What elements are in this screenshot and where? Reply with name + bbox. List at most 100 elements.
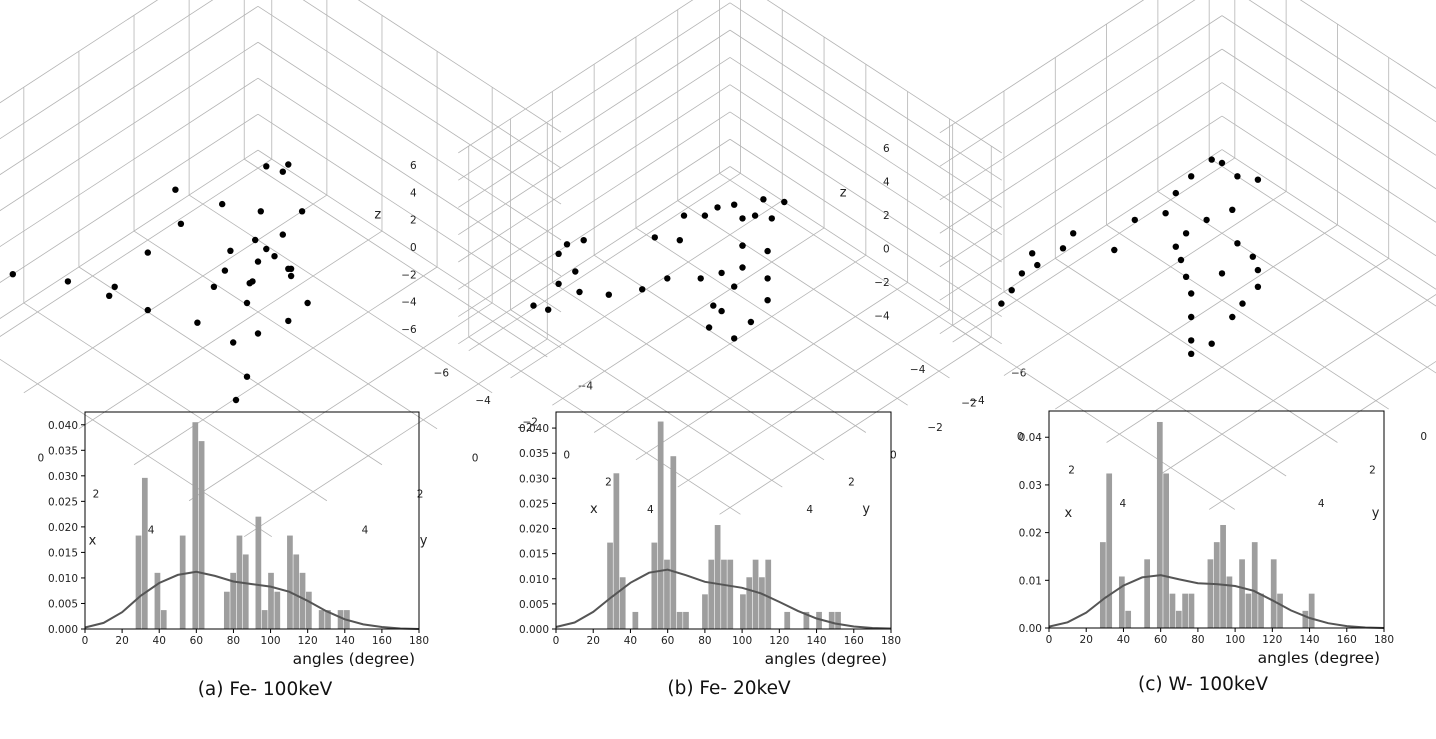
x-tick-label: 180 — [1374, 634, 1394, 646]
data-point — [530, 302, 537, 309]
x-tick-label: −2 — [517, 422, 532, 434]
grid-line — [1106, 224, 1389, 410]
data-point — [731, 283, 738, 290]
data-point — [246, 280, 253, 287]
x-tick-label: 120 — [1262, 634, 1282, 646]
hist-bar — [1106, 473, 1113, 628]
scatter3d-a: −4 −2 0 2 4 −4 −2 0 2 4 −4 −2 0 2 4 6 x y z — [0, 0, 593, 548]
data-point — [1218, 159, 1226, 167]
y-tick-label: 0 — [472, 453, 479, 465]
z-tick-label: 0 — [410, 242, 417, 254]
grid-line — [1003, 291, 1287, 477]
y-tick-label: 0.020 — [48, 522, 78, 534]
x-tick-label: 2 — [605, 477, 612, 489]
data-point — [111, 283, 118, 290]
z-tick-label: 4 — [410, 187, 417, 199]
hist-bar — [1156, 421, 1163, 628]
y-axis-label: y — [1372, 506, 1380, 521]
y-tick-label: 0.015 — [519, 549, 549, 561]
data-point — [576, 288, 583, 296]
histogram-a: 0 20 40 60 80 100 120 140 160 180 0.000 0.005 0.010 0… — [48, 411, 429, 668]
data-point — [739, 215, 746, 222]
y-axis-label: y — [862, 502, 870, 517]
data-point — [739, 242, 746, 249]
data-point — [1203, 216, 1210, 224]
data-point — [1070, 230, 1077, 237]
y-tick-label: −6 — [1011, 367, 1027, 379]
y-tick-label: 0.010 — [519, 574, 549, 586]
x-tick-label: 20 — [115, 635, 128, 647]
data-point — [271, 253, 278, 260]
data-point — [701, 212, 709, 219]
grid-line — [1221, 48, 1436, 190]
data-point — [718, 307, 725, 315]
x-axis-label: x — [89, 533, 97, 548]
hist-bar — [318, 610, 325, 629]
y-tick-label: 0.035 — [519, 448, 549, 460]
grid-line — [1106, 258, 1389, 443]
y-tick-label: 0.020 — [519, 524, 549, 536]
x-tick-label: −4 — [910, 364, 926, 376]
grid-line — [593, 254, 867, 433]
x-tick-label: 180 — [409, 635, 429, 647]
hist-bar — [651, 542, 658, 629]
hist-bar — [676, 611, 683, 629]
hist-bar — [160, 610, 167, 629]
grid-line — [458, 84, 731, 263]
x-axis-label: x — [1065, 506, 1073, 521]
y-tick-label: 2 — [848, 477, 855, 489]
hist-bar — [287, 535, 293, 629]
x-tick-label: 4 — [647, 504, 654, 516]
hist-bar — [1270, 559, 1277, 628]
data-point — [563, 241, 571, 248]
data-point — [1034, 261, 1041, 269]
x-tick-label: 100 — [261, 635, 281, 647]
data-point — [676, 237, 683, 244]
y-tick-label: 0 — [890, 449, 897, 461]
grid-line — [0, 358, 272, 538]
grid-line — [0, 113, 259, 284]
grid-line — [1055, 258, 1338, 443]
data-point — [714, 204, 721, 211]
x-tick-label: 140 — [1300, 634, 1320, 646]
hist-bar — [141, 477, 148, 629]
grid-line — [78, 266, 383, 466]
grid-line — [939, 82, 1223, 268]
data-point — [243, 299, 251, 307]
z-tick-label: 0 — [883, 243, 890, 255]
y-tick-label: 0.030 — [48, 471, 78, 483]
y-tick-label: −4 — [969, 395, 985, 407]
y-tick-label: 0.015 — [48, 547, 78, 559]
x-tick-label: 80 — [1191, 634, 1204, 646]
x-tick-label: 0 — [563, 449, 570, 461]
grid-line — [1003, 191, 1287, 376]
hist-bar — [1245, 593, 1252, 628]
grid-line — [1157, 293, 1436, 477]
data-point — [651, 234, 658, 241]
y-tick-label: 0.025 — [519, 498, 549, 510]
z-tick-label: −2 — [401, 269, 416, 281]
data-point — [285, 317, 292, 325]
data-point — [279, 231, 286, 238]
hist-bar — [1182, 593, 1188, 628]
x-tick-label: 40 — [153, 635, 166, 647]
hist-bar — [632, 611, 639, 629]
hist-bar — [1163, 473, 1169, 628]
y-tick-label: 0.005 — [519, 599, 549, 611]
hist-bar — [268, 572, 274, 629]
y-tick-label: 0 — [1420, 431, 1427, 443]
grid-line — [23, 194, 328, 394]
data-point — [263, 245, 270, 253]
data-point — [705, 324, 713, 331]
grid-line — [510, 309, 783, 488]
data-point — [254, 258, 262, 265]
caption-c: (c) W- 100keV — [1138, 674, 1268, 695]
caption-b: (b) Fe- 20keV — [667, 678, 791, 699]
hist-bar — [746, 577, 753, 629]
grid-line — [939, 0, 1145, 134]
y-tick-label: 0.000 — [48, 624, 78, 636]
grid-line — [0, 158, 272, 337]
hist-bar — [1258, 593, 1264, 628]
grid-line — [1299, 0, 1436, 89]
